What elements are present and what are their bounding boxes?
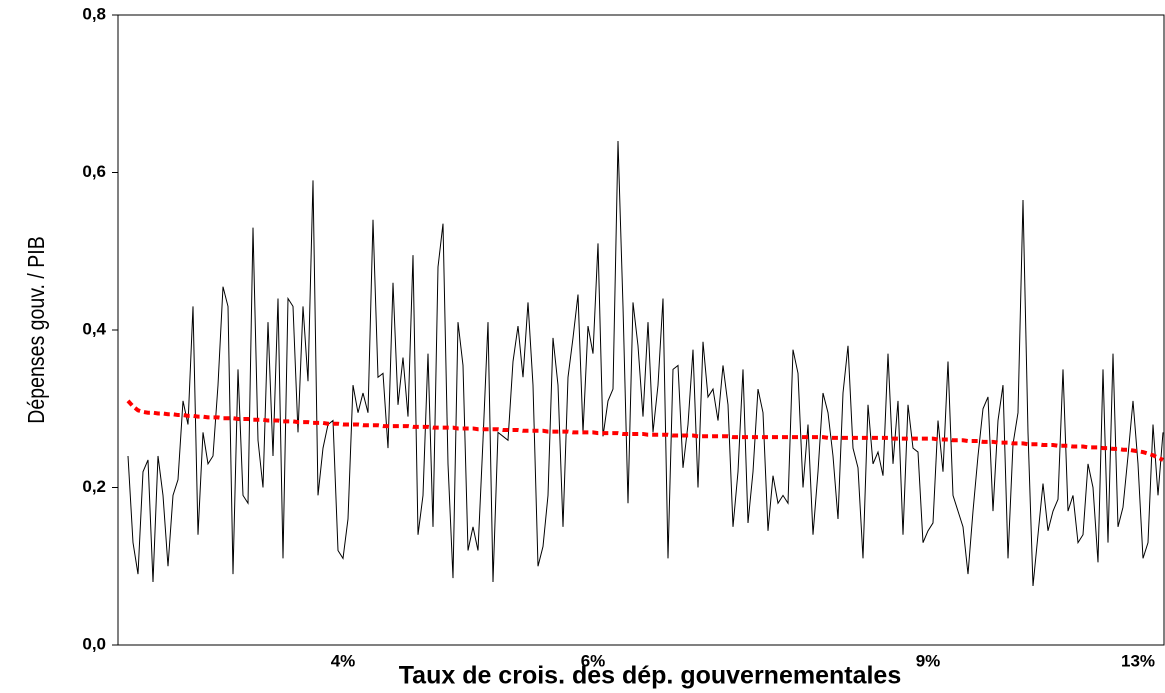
data-line	[127, 140, 1164, 586]
y-tick-label: 0,4	[82, 319, 106, 338]
y-tick-label: 0,0	[82, 634, 106, 653]
y-axis-label: Dépenses gouv. / PIB	[24, 236, 50, 424]
y-tick-label: 0,6	[82, 162, 106, 181]
x-tick-label: 13%	[1121, 651, 1155, 670]
y-tick-label: 0,2	[82, 477, 106, 496]
x-tick-label: 9%	[916, 651, 941, 670]
y-tick-label: 0,8	[82, 4, 106, 23]
x-tick-label: 4%	[331, 651, 356, 670]
x-tick-label: 6%	[581, 651, 606, 670]
x-axis-label: Taux de crois. des dép. gouvernementales	[399, 662, 901, 690]
trend-line	[126, 399, 1164, 462]
plot-frame	[117, 14, 1165, 646]
